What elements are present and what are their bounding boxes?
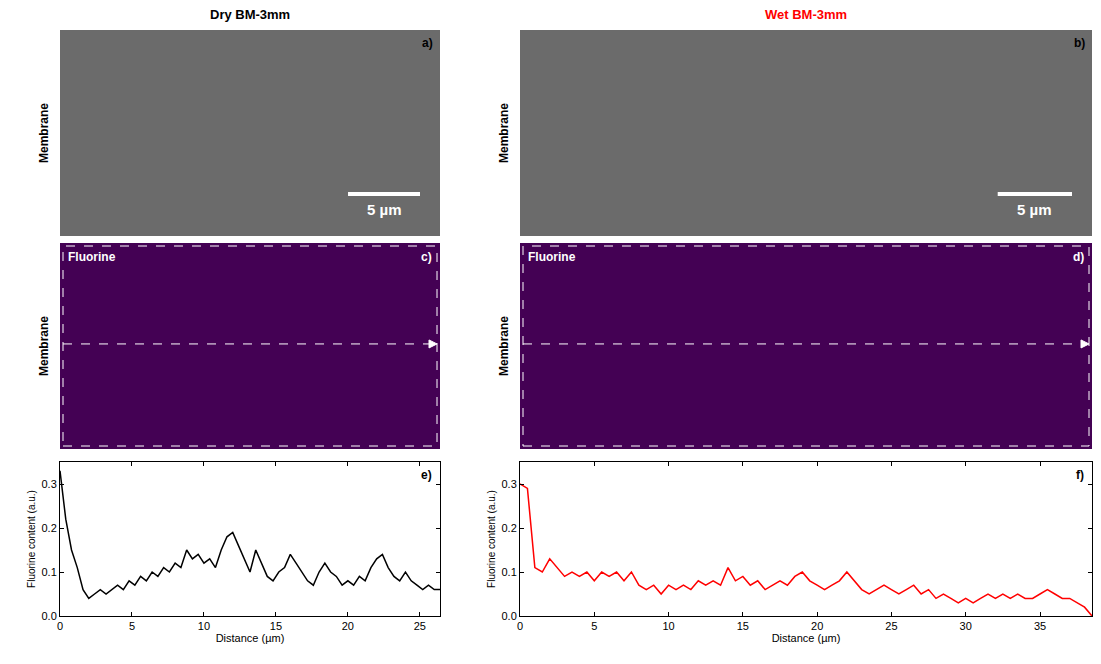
svg-text:f): f) xyxy=(1076,468,1084,482)
svg-text:Membrane: Membrane xyxy=(497,103,511,163)
svg-text:0.2: 0.2 xyxy=(42,522,57,534)
svg-text:30: 30 xyxy=(960,620,972,632)
svg-text:0: 0 xyxy=(517,620,523,632)
svg-text:Membrane: Membrane xyxy=(37,316,51,376)
svg-text:10: 10 xyxy=(198,620,210,632)
svg-text:0.3: 0.3 xyxy=(42,478,57,490)
svg-text:Fluorine content (a.u.): Fluorine content (a.u.) xyxy=(26,490,37,588)
svg-text:5: 5 xyxy=(129,620,135,632)
svg-text:0: 0 xyxy=(57,620,63,632)
svg-text:Membrane: Membrane xyxy=(37,103,51,163)
svg-text:Membrane: Membrane xyxy=(497,316,511,376)
svg-text:5 µm: 5 µm xyxy=(367,201,402,218)
svg-text:5: 5 xyxy=(591,620,597,632)
svg-text:Fluorine content (a.u.): Fluorine content (a.u.) xyxy=(486,490,497,588)
svg-text:c): c) xyxy=(421,250,432,264)
svg-text:a): a) xyxy=(422,36,433,50)
svg-text:Wet BM-3mm: Wet BM-3mm xyxy=(765,7,847,22)
svg-text:0.0: 0.0 xyxy=(502,610,517,622)
svg-text:0.1: 0.1 xyxy=(42,566,57,578)
svg-text:Fluorine: Fluorine xyxy=(68,250,116,264)
svg-text:0.0: 0.0 xyxy=(42,610,57,622)
svg-text:35: 35 xyxy=(1034,620,1046,632)
svg-text:e): e) xyxy=(421,468,432,482)
svg-text:Dry BM-3mm: Dry BM-3mm xyxy=(210,7,290,22)
svg-text:25: 25 xyxy=(885,620,897,632)
svg-text:15: 15 xyxy=(270,620,282,632)
svg-text:20: 20 xyxy=(811,620,823,632)
svg-text:Distance (µm): Distance (µm) xyxy=(772,632,841,644)
svg-text:0.3: 0.3 xyxy=(502,478,517,490)
svg-text:Distance (µm): Distance (µm) xyxy=(216,632,285,644)
svg-text:10: 10 xyxy=(662,620,674,632)
svg-text:15: 15 xyxy=(737,620,749,632)
svg-text:b): b) xyxy=(1074,36,1085,50)
svg-text:0.1: 0.1 xyxy=(502,566,517,578)
svg-text:0.2: 0.2 xyxy=(502,522,517,534)
svg-text:Fluorine: Fluorine xyxy=(528,250,576,264)
svg-text:25: 25 xyxy=(414,620,426,632)
svg-text:5 µm: 5 µm xyxy=(1017,201,1052,218)
svg-text:20: 20 xyxy=(342,620,354,632)
svg-text:d): d) xyxy=(1073,250,1084,264)
